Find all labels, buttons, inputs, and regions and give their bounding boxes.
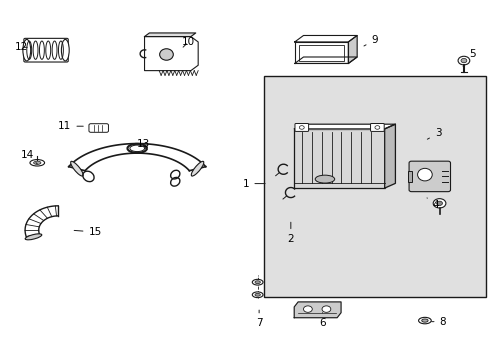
Circle shape — [322, 306, 330, 312]
Polygon shape — [294, 42, 347, 63]
FancyBboxPatch shape — [294, 123, 308, 131]
Circle shape — [460, 58, 466, 63]
Circle shape — [436, 201, 442, 206]
Text: 5: 5 — [462, 49, 474, 67]
Circle shape — [299, 126, 304, 129]
Ellipse shape — [254, 293, 260, 296]
Ellipse shape — [23, 40, 31, 61]
Text: 11: 11 — [58, 121, 83, 131]
Ellipse shape — [191, 161, 203, 176]
Polygon shape — [144, 37, 198, 71]
FancyBboxPatch shape — [370, 123, 384, 131]
Text: 12: 12 — [14, 42, 27, 52]
Text: 9: 9 — [363, 35, 377, 46]
Text: 1: 1 — [242, 179, 264, 189]
Polygon shape — [294, 36, 356, 42]
Ellipse shape — [418, 318, 430, 324]
Circle shape — [303, 306, 312, 312]
Ellipse shape — [252, 279, 263, 285]
Ellipse shape — [254, 281, 260, 284]
Text: 2: 2 — [287, 222, 294, 244]
Ellipse shape — [70, 161, 83, 176]
Text: 6: 6 — [319, 313, 325, 328]
Polygon shape — [294, 129, 384, 188]
Polygon shape — [294, 57, 356, 63]
Ellipse shape — [417, 168, 431, 181]
Polygon shape — [347, 36, 356, 63]
Text: 10: 10 — [182, 37, 195, 47]
Bar — [407, 171, 411, 182]
Circle shape — [432, 199, 445, 208]
Bar — [298, 45, 344, 60]
Text: 14: 14 — [21, 150, 37, 164]
Ellipse shape — [159, 49, 173, 60]
Text: 3: 3 — [427, 129, 440, 139]
FancyBboxPatch shape — [408, 161, 449, 192]
Text: 13: 13 — [137, 139, 150, 149]
Ellipse shape — [315, 175, 334, 183]
Polygon shape — [294, 124, 395, 129]
Polygon shape — [25, 206, 58, 239]
Ellipse shape — [61, 40, 69, 61]
Polygon shape — [294, 302, 340, 318]
Text: 15: 15 — [74, 227, 102, 237]
FancyBboxPatch shape — [89, 124, 108, 132]
Ellipse shape — [252, 292, 263, 298]
Polygon shape — [69, 144, 205, 171]
Polygon shape — [144, 33, 195, 37]
Ellipse shape — [34, 161, 41, 165]
Circle shape — [374, 126, 379, 129]
Text: 8: 8 — [431, 317, 445, 327]
Ellipse shape — [30, 159, 44, 166]
Circle shape — [457, 56, 469, 65]
Ellipse shape — [25, 234, 41, 240]
Polygon shape — [384, 124, 395, 188]
Text: 7: 7 — [255, 310, 262, 328]
Bar — [264, 76, 485, 297]
FancyBboxPatch shape — [24, 39, 68, 62]
Text: 4: 4 — [426, 198, 438, 210]
Ellipse shape — [421, 319, 427, 322]
